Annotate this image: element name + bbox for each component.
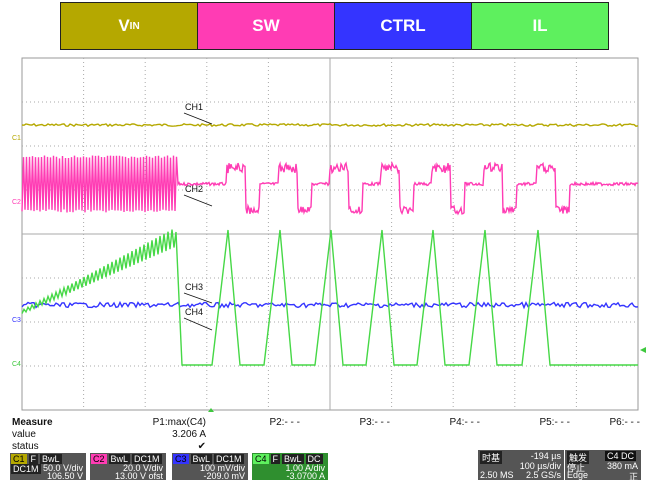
marker: C3 — [12, 317, 21, 324]
channel-id: C1 — [11, 454, 27, 464]
legend-text: V — [118, 16, 130, 35]
measure-p: P2:- - - — [269, 417, 300, 428]
channel-scale: 20.0 V/div — [122, 463, 163, 473]
trace-ch1 — [21, 122, 639, 128]
trace-label: CH3 — [185, 282, 203, 292]
channel-tag: DC1M — [132, 454, 162, 464]
legend-text: CTRL — [380, 16, 426, 35]
timebase-delay: -194 µs — [530, 451, 561, 461]
legend-il: IL — [471, 2, 609, 50]
channel-head: C2 BwL DC1M — [91, 454, 164, 464]
measure-p: P4:- - - — [449, 417, 480, 428]
channel-tag: BwL — [108, 454, 131, 464]
trace-label: CH2 — [185, 184, 203, 194]
channel-scale: 100 mV/div — [199, 463, 245, 473]
trace-label: CH4 — [185, 307, 203, 317]
legend-ctrl: CTRL — [334, 2, 472, 50]
channel-head: C1 F BwLDC1M — [11, 454, 86, 474]
channel-tag: F — [28, 454, 39, 464]
marker: C2 — [12, 199, 21, 206]
channel-tag: BwL — [190, 454, 213, 464]
measure-title: Measure — [12, 417, 53, 428]
trace-ch3 — [21, 300, 639, 310]
measure-row: status — [12, 441, 39, 452]
trigger-box: 触发 C4 DC 停止 380 mA Edge 正 — [565, 450, 641, 482]
channel-head: C3 BwL DC1M — [173, 454, 246, 464]
channel-tag: DC1M — [11, 464, 41, 474]
channel-offset: -209.0 mV — [203, 471, 245, 481]
measure-row: value — [12, 429, 36, 440]
trigger-level — [640, 347, 646, 353]
channel-box: C1 F BwLDC1M 50.0 V/div 106.50 V — [10, 453, 86, 481]
scope-screen: CH1 CH2 CH3 CH4 C1 C2 C3 C4 — [12, 57, 646, 412]
timebase-points: 2.50 MS — [480, 470, 514, 480]
measure-value: 3.206 A — [172, 429, 206, 440]
timebase-rate: 2.5 GS/s — [525, 470, 561, 480]
trigger-pos — [208, 408, 214, 412]
channel-offset: 106.50 V — [46, 471, 83, 481]
channel-id: C2 — [91, 454, 107, 464]
trace-ch4 — [21, 229, 638, 366]
measure-p: P1:max(C4) — [152, 417, 206, 428]
channel-offset: 13.00 V ofst — [114, 471, 163, 481]
waveforms — [21, 122, 639, 366]
legend-sub: IN — [129, 20, 140, 32]
channel-scale: 50.0 V/div — [42, 463, 83, 473]
trace-labels: CH1 CH2 CH3 CH4 — [185, 102, 203, 317]
trigger-source: C4 DC — [604, 451, 636, 461]
timebase-label: 时基 — [480, 451, 503, 464]
legend-text: SW — [252, 16, 280, 35]
channel-tag: DC1M — [214, 454, 244, 464]
measure-p: P3:- - - — [359, 417, 390, 428]
channel-box: C2 BwL DC1M 20.0 V/div 13.00 V ofst — [90, 453, 166, 481]
marker: C4 — [12, 361, 21, 368]
channel-markers: C1 C2 C3 C4 — [12, 135, 21, 368]
legend-text: IL — [532, 16, 548, 35]
channel-tag: F — [270, 454, 281, 464]
trace-label: CH1 — [185, 102, 203, 112]
measure-p: P6:- - - — [609, 417, 640, 428]
marker: C1 — [12, 135, 21, 142]
trigger-level: 380 mA — [606, 461, 638, 471]
channel-tag: BwL — [282, 454, 304, 464]
channel-box: C3 BwL DC1M 100 mV/div -209.0 mV — [172, 453, 248, 481]
measure-status: ✔ — [197, 441, 206, 452]
legend-sw: SW — [197, 2, 335, 50]
channel-box: C4 F BwL DC 1.00 A/div -3.0700 A — [252, 453, 328, 481]
channel-id: C3 — [173, 454, 189, 464]
channel-tag: BwL — [40, 454, 62, 464]
legend-vin: V IN — [60, 2, 198, 50]
channel-head: C4 F BwL DC — [253, 454, 325, 464]
timebase-box: 时基 -194 µs 100 µs/div 2.50 MS 2.5 GS/s — [478, 450, 564, 480]
trace-ch2 — [21, 155, 639, 216]
trigger-mode: Edge — [567, 470, 589, 480]
channel-id: C4 — [253, 454, 269, 464]
channel-scale: 1.00 A/div — [285, 463, 325, 473]
trigger-state: 停止 — [567, 463, 586, 473]
channel-offset: -3.0700 A — [286, 471, 325, 481]
trigger-slope: 正 — [628, 472, 638, 482]
channel-tag: DC — [305, 454, 323, 464]
timebase-scale: 100 µs/div — [519, 461, 561, 471]
trigger-label: 触发 — [567, 451, 590, 464]
measure-p: P5:- - - — [539, 417, 570, 428]
label-pointers — [183, 112, 213, 331]
